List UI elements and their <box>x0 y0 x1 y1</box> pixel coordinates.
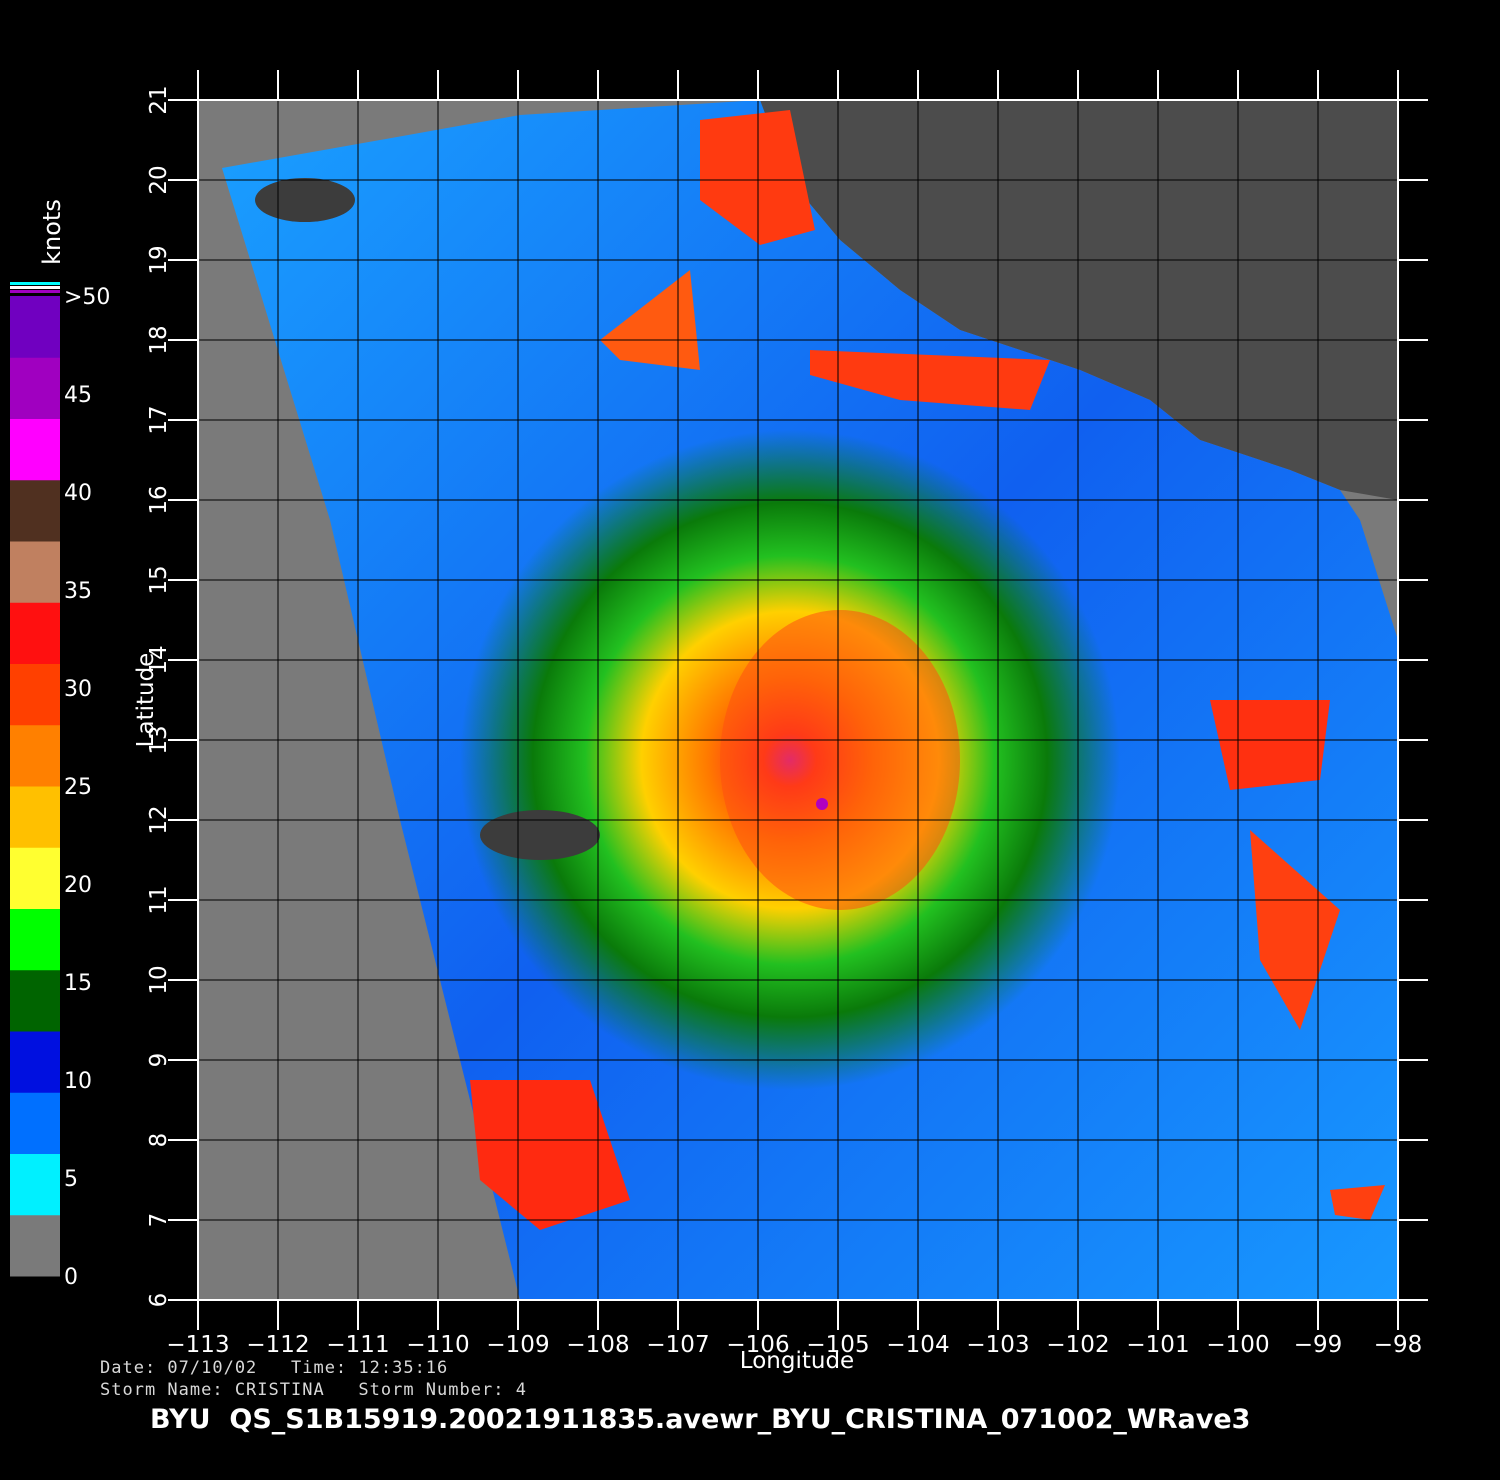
colorbar-swatch <box>10 357 60 419</box>
x-tick-label: −98 <box>1374 1332 1423 1358</box>
x-tick-label: −110 <box>406 1332 469 1358</box>
colorbar-swatch <box>10 1214 60 1277</box>
colorbar-label: 15 <box>64 971 92 996</box>
y-tick-label: 17 <box>146 405 172 434</box>
x-tick-labels: −113 −112 −111 −110 −109 −108 −107 −106 −105 −104… <box>166 1332 1422 1358</box>
colorbar-label: 40 <box>64 481 92 506</box>
y-tick-label: 13 <box>146 725 172 754</box>
y-tick-label: 10 <box>146 965 172 994</box>
x-tick-label: −106 <box>726 1332 789 1358</box>
y-tick-label: 19 <box>146 245 172 274</box>
colorbar-label: 30 <box>64 677 92 702</box>
colorbar-swatch <box>10 418 60 481</box>
x-tick-label: −111 <box>326 1332 389 1358</box>
x-tick-label: −99 <box>1294 1332 1343 1358</box>
colorbar-label: 0 <box>64 1265 78 1290</box>
x-axis-label: Longitude <box>740 1348 854 1374</box>
plot-frame <box>197 99 1399 1301</box>
colorbar-label: 20 <box>64 873 92 898</box>
y-tick-label: 12 <box>146 805 172 834</box>
colorbar-cap <box>10 282 60 285</box>
rain-patch <box>600 270 700 370</box>
storm-band <box>720 610 960 910</box>
colorbar-label: 45 <box>64 383 92 408</box>
x-tick-label: −105 <box>806 1332 869 1358</box>
colorbar-swatch <box>10 479 60 542</box>
y-tick-label: 16 <box>146 485 172 514</box>
colorbar-swatch <box>10 1092 60 1154</box>
colorbar-label: 35 <box>64 579 92 604</box>
colorbar-label: 25 <box>64 775 92 800</box>
storm-info-line: Storm Name: CRISTINA Storm Number: 4 <box>100 1380 527 1400</box>
colorbar-label: 10 <box>64 1069 92 1094</box>
colorbar-swatch <box>10 786 60 848</box>
rain-patch <box>470 1080 630 1230</box>
x-tick-label: −113 <box>166 1332 229 1358</box>
colorbar-cap <box>10 290 60 293</box>
product-filename: BYU QS_S1B15919.20021911835.avewr_BYU_CR… <box>150 1404 1251 1435</box>
x-tick-label: −107 <box>646 1332 709 1358</box>
colorbar-label: >50 <box>64 285 110 310</box>
y-tick-label: 6 <box>146 1293 172 1308</box>
rain-patch <box>810 350 1050 410</box>
rain-patch <box>1210 700 1330 790</box>
colorbar-swatch <box>10 1031 60 1093</box>
x-tick-label: −100 <box>1206 1332 1269 1358</box>
x-tick-label: −109 <box>486 1332 549 1358</box>
y-tick-label: 11 <box>146 885 172 914</box>
colorbar-cap <box>10 286 60 289</box>
y-axis-label: Latitude <box>133 653 159 748</box>
y-tick-label: 15 <box>146 565 172 594</box>
colorbar-swatch <box>10 847 60 909</box>
colorbar-swatch <box>10 663 60 726</box>
y-tick-label: 18 <box>146 325 172 354</box>
y-tick-label: 9 <box>146 1053 172 1068</box>
x-tick-label: −112 <box>246 1332 309 1358</box>
x-tick-label: −104 <box>886 1332 949 1358</box>
x-tick-label: −102 <box>1046 1332 1109 1358</box>
x-tick-label: −108 <box>566 1332 629 1358</box>
rain-patch <box>1330 1185 1385 1220</box>
y-tick-label: 7 <box>146 1213 172 1228</box>
colorbar-swatch <box>10 908 60 971</box>
y-tick-label: 8 <box>146 1133 172 1148</box>
date-time-line: Date: 07/10/02 Time: 12:35:16 <box>100 1358 449 1378</box>
y-tick-label: 21 <box>146 85 172 114</box>
colorbar-label: 5 <box>64 1167 78 1192</box>
y-tick-labels: 6 7 8 9 10 11 12 13 14 15 16 17 18 19 20 21 <box>146 85 172 1307</box>
colorbar-unit-label: knots <box>38 199 66 265</box>
x-tick-label: −103 <box>966 1332 1029 1358</box>
colorbar-swatch <box>10 541 60 603</box>
colorbar: 0 5 10 15 20 25 30 35 40 45 >50 <box>10 282 110 1290</box>
colorbar-swatch <box>10 1153 60 1216</box>
storm-center-marker <box>816 798 828 810</box>
colorbar-swatch <box>10 969 60 1032</box>
graticule <box>197 99 1399 1301</box>
axis-ticks <box>168 70 1428 1330</box>
calm-patch <box>480 810 600 860</box>
y-tick-label: 14 <box>146 645 172 674</box>
x-tick-label: −101 <box>1126 1332 1189 1358</box>
y-tick-label: 20 <box>146 165 172 194</box>
colorbar-swatch <box>10 296 60 358</box>
colorbar-swatch <box>10 602 60 664</box>
colorbar-swatch <box>10 724 60 787</box>
calm-patch <box>255 178 355 222</box>
